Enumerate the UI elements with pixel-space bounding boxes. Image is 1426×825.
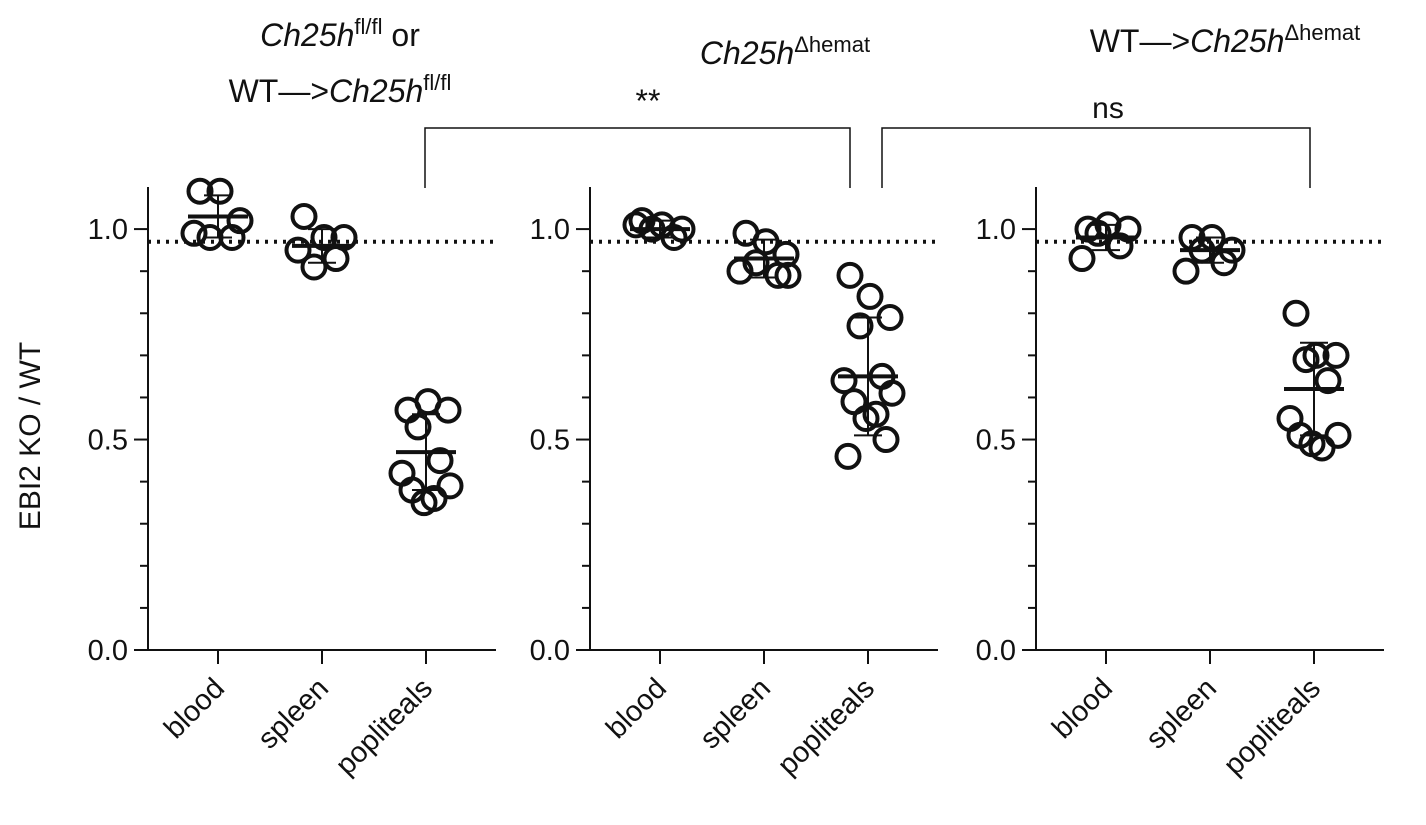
- data-point: [1324, 421, 1352, 449]
- x-tick-label: popliteals: [1218, 672, 1327, 781]
- data-point: [436, 472, 464, 500]
- data-point: [852, 405, 880, 432]
- data-point: [1084, 219, 1112, 247]
- data-point: [404, 413, 432, 441]
- title-part: Δhemat: [1284, 20, 1360, 45]
- data-point: [1314, 367, 1342, 395]
- title-part: Ch25h: [1190, 23, 1284, 59]
- data-point: [752, 228, 780, 256]
- x-tick-label: popliteals: [772, 672, 881, 781]
- y-tick-label: 0.0: [88, 635, 128, 667]
- title-part: WT—>: [229, 73, 329, 109]
- x-tick-label: popliteals: [330, 672, 439, 781]
- panel-title: WT—>Ch25hΔhemat: [1090, 20, 1361, 59]
- y-tick-label: 1.0: [88, 214, 128, 246]
- data-point: [206, 177, 234, 205]
- y-tick-label: 0.5: [530, 425, 570, 457]
- data-point: [834, 442, 862, 470]
- significance-bracket: [424, 127, 851, 188]
- data-point: [830, 367, 858, 395]
- y-tick-label: 0.0: [530, 635, 570, 667]
- data-point: [186, 177, 214, 205]
- data-point: [284, 236, 312, 264]
- panel-title: Ch25hfl/fl or: [260, 14, 420, 53]
- panel-title: WT—>Ch25hfl/fl: [229, 70, 452, 109]
- panel-title: Ch25hΔhemat: [700, 32, 870, 71]
- title-part: Ch25h: [260, 17, 354, 53]
- data-point: [774, 261, 802, 289]
- x-tick-label: spleen: [252, 672, 335, 755]
- data-point: [872, 426, 900, 454]
- y-tick-label: 0.5: [88, 425, 128, 457]
- title-part: Ch25h: [700, 35, 794, 71]
- x-tick-label: spleen: [694, 672, 777, 755]
- data-point: [322, 245, 350, 273]
- title-part: WT—>: [1090, 23, 1190, 59]
- data-point: [1298, 430, 1326, 458]
- data-point: [1282, 299, 1310, 327]
- x-tick-label: blood: [1046, 672, 1119, 745]
- significance-label: **: [636, 83, 661, 119]
- x-tick-label: spleen: [1140, 672, 1223, 755]
- title-part: Ch25h: [329, 73, 423, 109]
- title-part: fl/fl: [354, 14, 382, 39]
- title-part: Δhemat: [794, 32, 870, 57]
- x-tick-label: blood: [158, 672, 231, 745]
- data-point: [846, 312, 874, 340]
- data-point: [1106, 232, 1134, 260]
- data-point: [1068, 245, 1096, 273]
- title-part: fl/fl: [423, 70, 451, 95]
- data-point: [1292, 346, 1320, 374]
- data-point: [180, 219, 208, 247]
- data-point: [410, 489, 438, 517]
- data-point: [878, 379, 906, 407]
- data-point: [290, 202, 318, 230]
- data-point: [1172, 257, 1200, 285]
- data-point: [836, 261, 864, 289]
- title-part: or: [383, 17, 421, 53]
- y-tick-label: 0.5: [976, 425, 1016, 457]
- significance-label: ns: [1092, 92, 1124, 125]
- y-tick-label: 1.0: [530, 214, 570, 246]
- y-axis-label: EBI2 KO / WT: [14, 342, 47, 530]
- data-point: [310, 224, 338, 252]
- data-point: [764, 261, 792, 289]
- data-point: [1322, 341, 1350, 369]
- significance-bracket: [881, 127, 1311, 188]
- data-point: [856, 282, 884, 310]
- x-tick-label: blood: [600, 672, 673, 745]
- y-tick-label: 1.0: [976, 214, 1016, 246]
- data-point: [622, 211, 650, 239]
- y-tick-label: 0.0: [976, 635, 1016, 667]
- data-point: [426, 447, 454, 475]
- data-point: [434, 396, 462, 424]
